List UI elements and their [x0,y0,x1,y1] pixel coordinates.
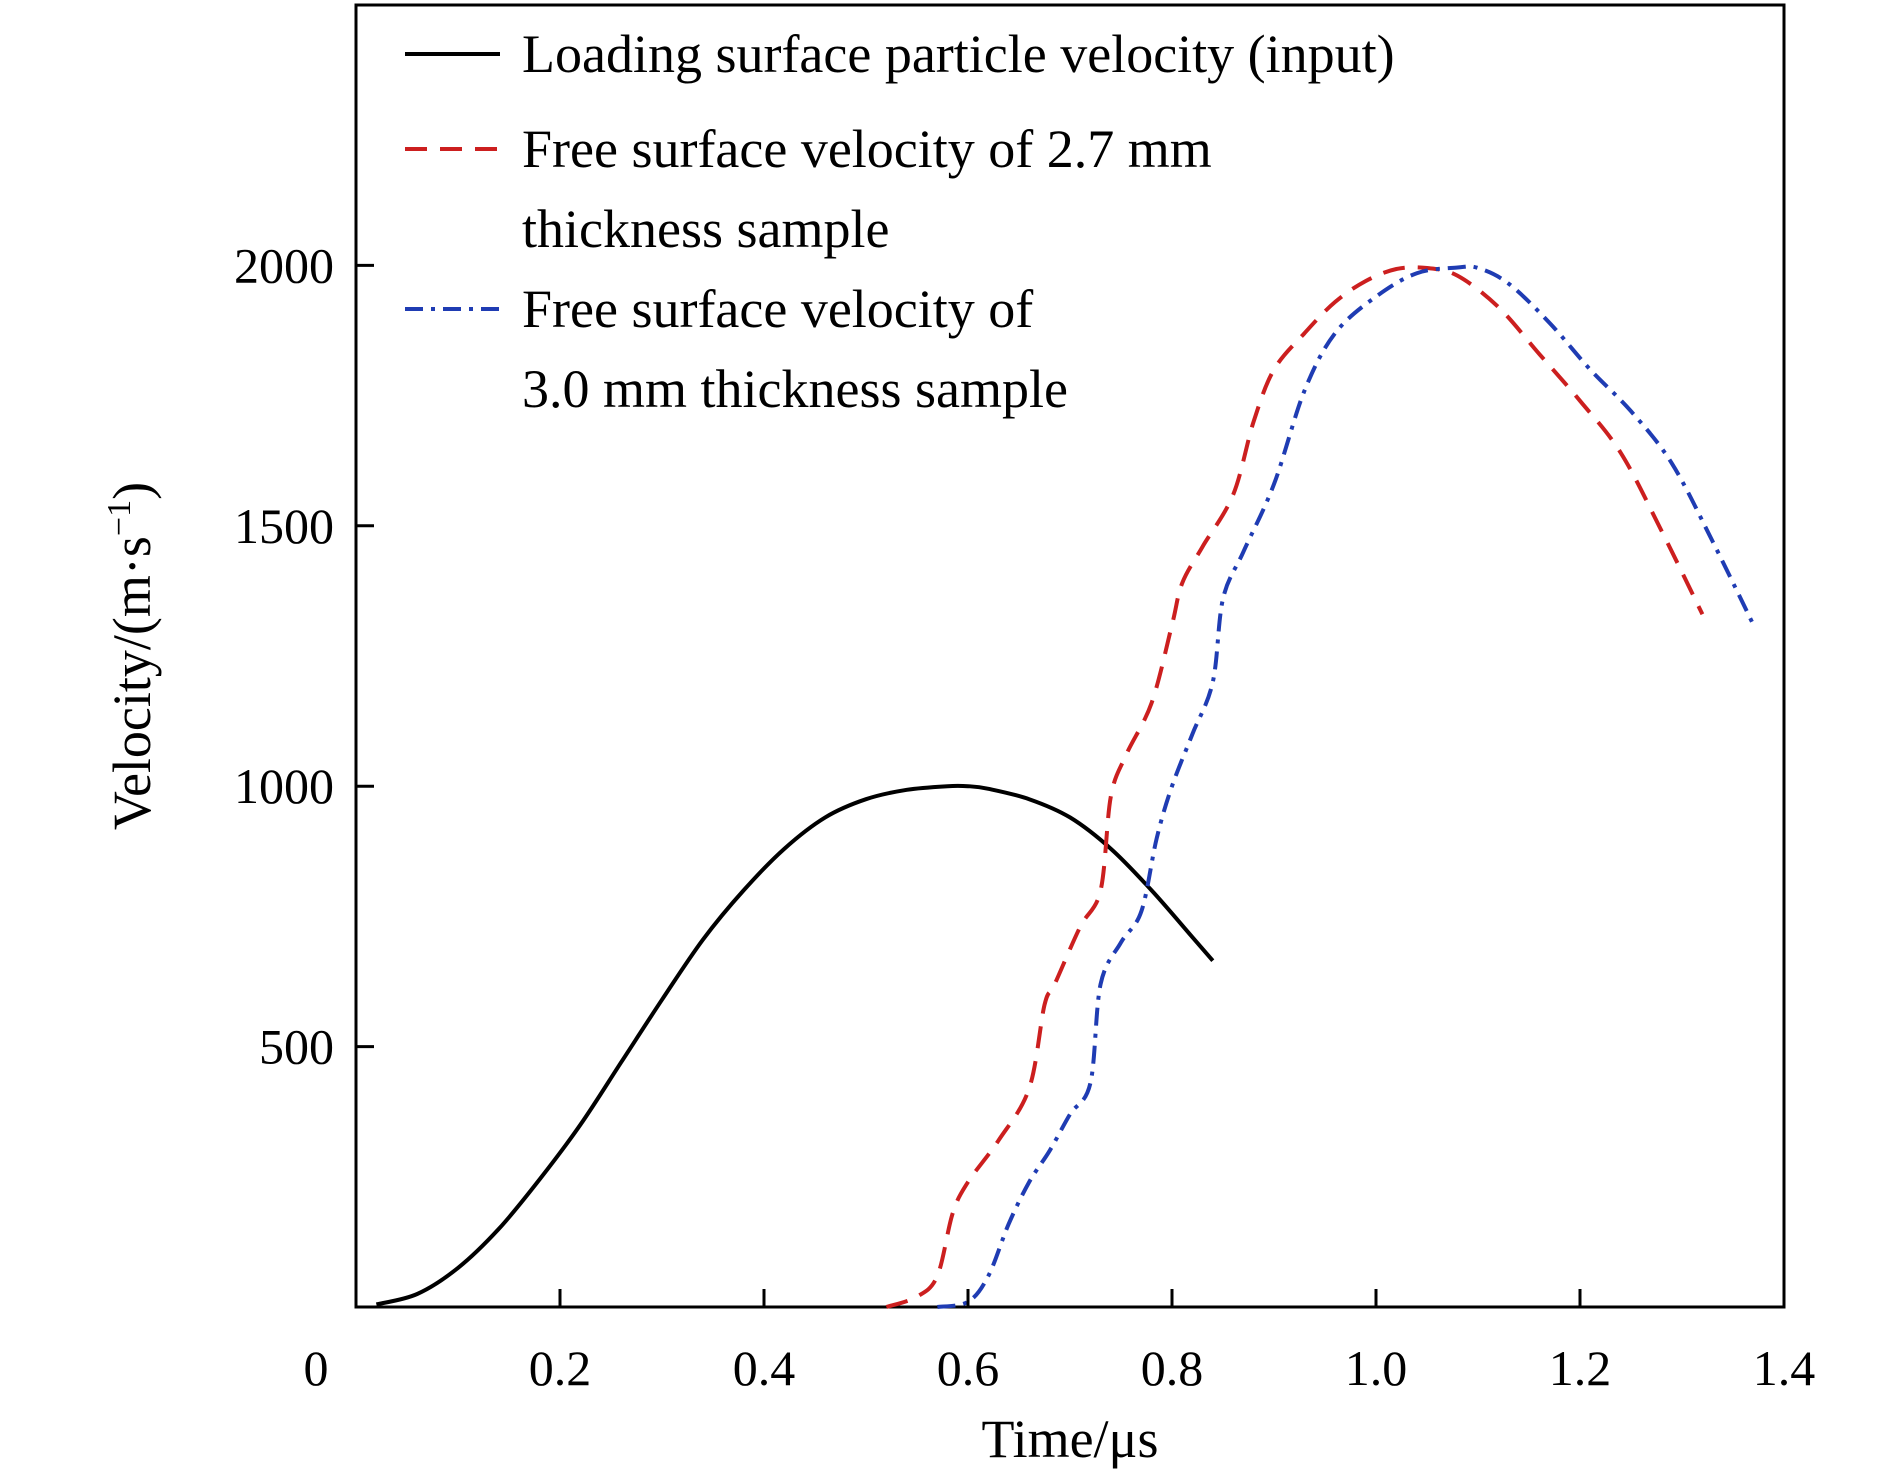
legend-label-2: Free surface velocity of 2.7 mm [522,119,1212,179]
series-line-2 [885,265,1705,1309]
y-axis-label: Velocity/(m·s−1) [101,482,162,830]
y-tick-label: 2000 [234,237,334,293]
ticks-layer: 0.2 0.4 0.6 0.8 1.0 1.2 1.4 500 1000 1500 2000 [234,237,1815,1396]
series-layer [375,264,1756,1309]
x-tick-label: 0.4 [733,1340,796,1396]
plot-frame [354,3,1786,1309]
x-tick-label: 0.8 [1141,1340,1204,1396]
x-tick-label: 1.2 [1549,1340,1612,1396]
y-axis-label-main: Velocity/(m·s [102,536,162,830]
x-tick-label: 1.0 [1345,1340,1408,1396]
legend-label-3: 3.0 mm thickness sample [522,359,1068,419]
x-tick-label: 0.6 [937,1340,1000,1396]
x-axis-label: Time/μs [981,1409,1158,1469]
series-line-3 [937,264,1756,1309]
y-tick-label: 1000 [234,758,334,814]
legend-label-1: Loading surface particle velocity (input… [522,24,1395,84]
y-tick-label: 500 [259,1019,334,1075]
y-tick-label: 1500 [234,498,334,554]
y-axis-label-superscript: −1 [101,500,138,536]
y-axis-label-close: ) [102,482,162,500]
x-tick-label: 1.4 [1753,1340,1816,1396]
legend: Loading surface particle velocity (input… [405,24,1395,419]
x-origin-label: 0 [304,1340,329,1396]
legend-label-2: thickness sample [522,199,889,259]
series-line-1 [375,783,1215,1307]
legend-label-3: Free surface velocity of [522,279,1033,339]
x-tick-label: 0.2 [529,1340,592,1396]
